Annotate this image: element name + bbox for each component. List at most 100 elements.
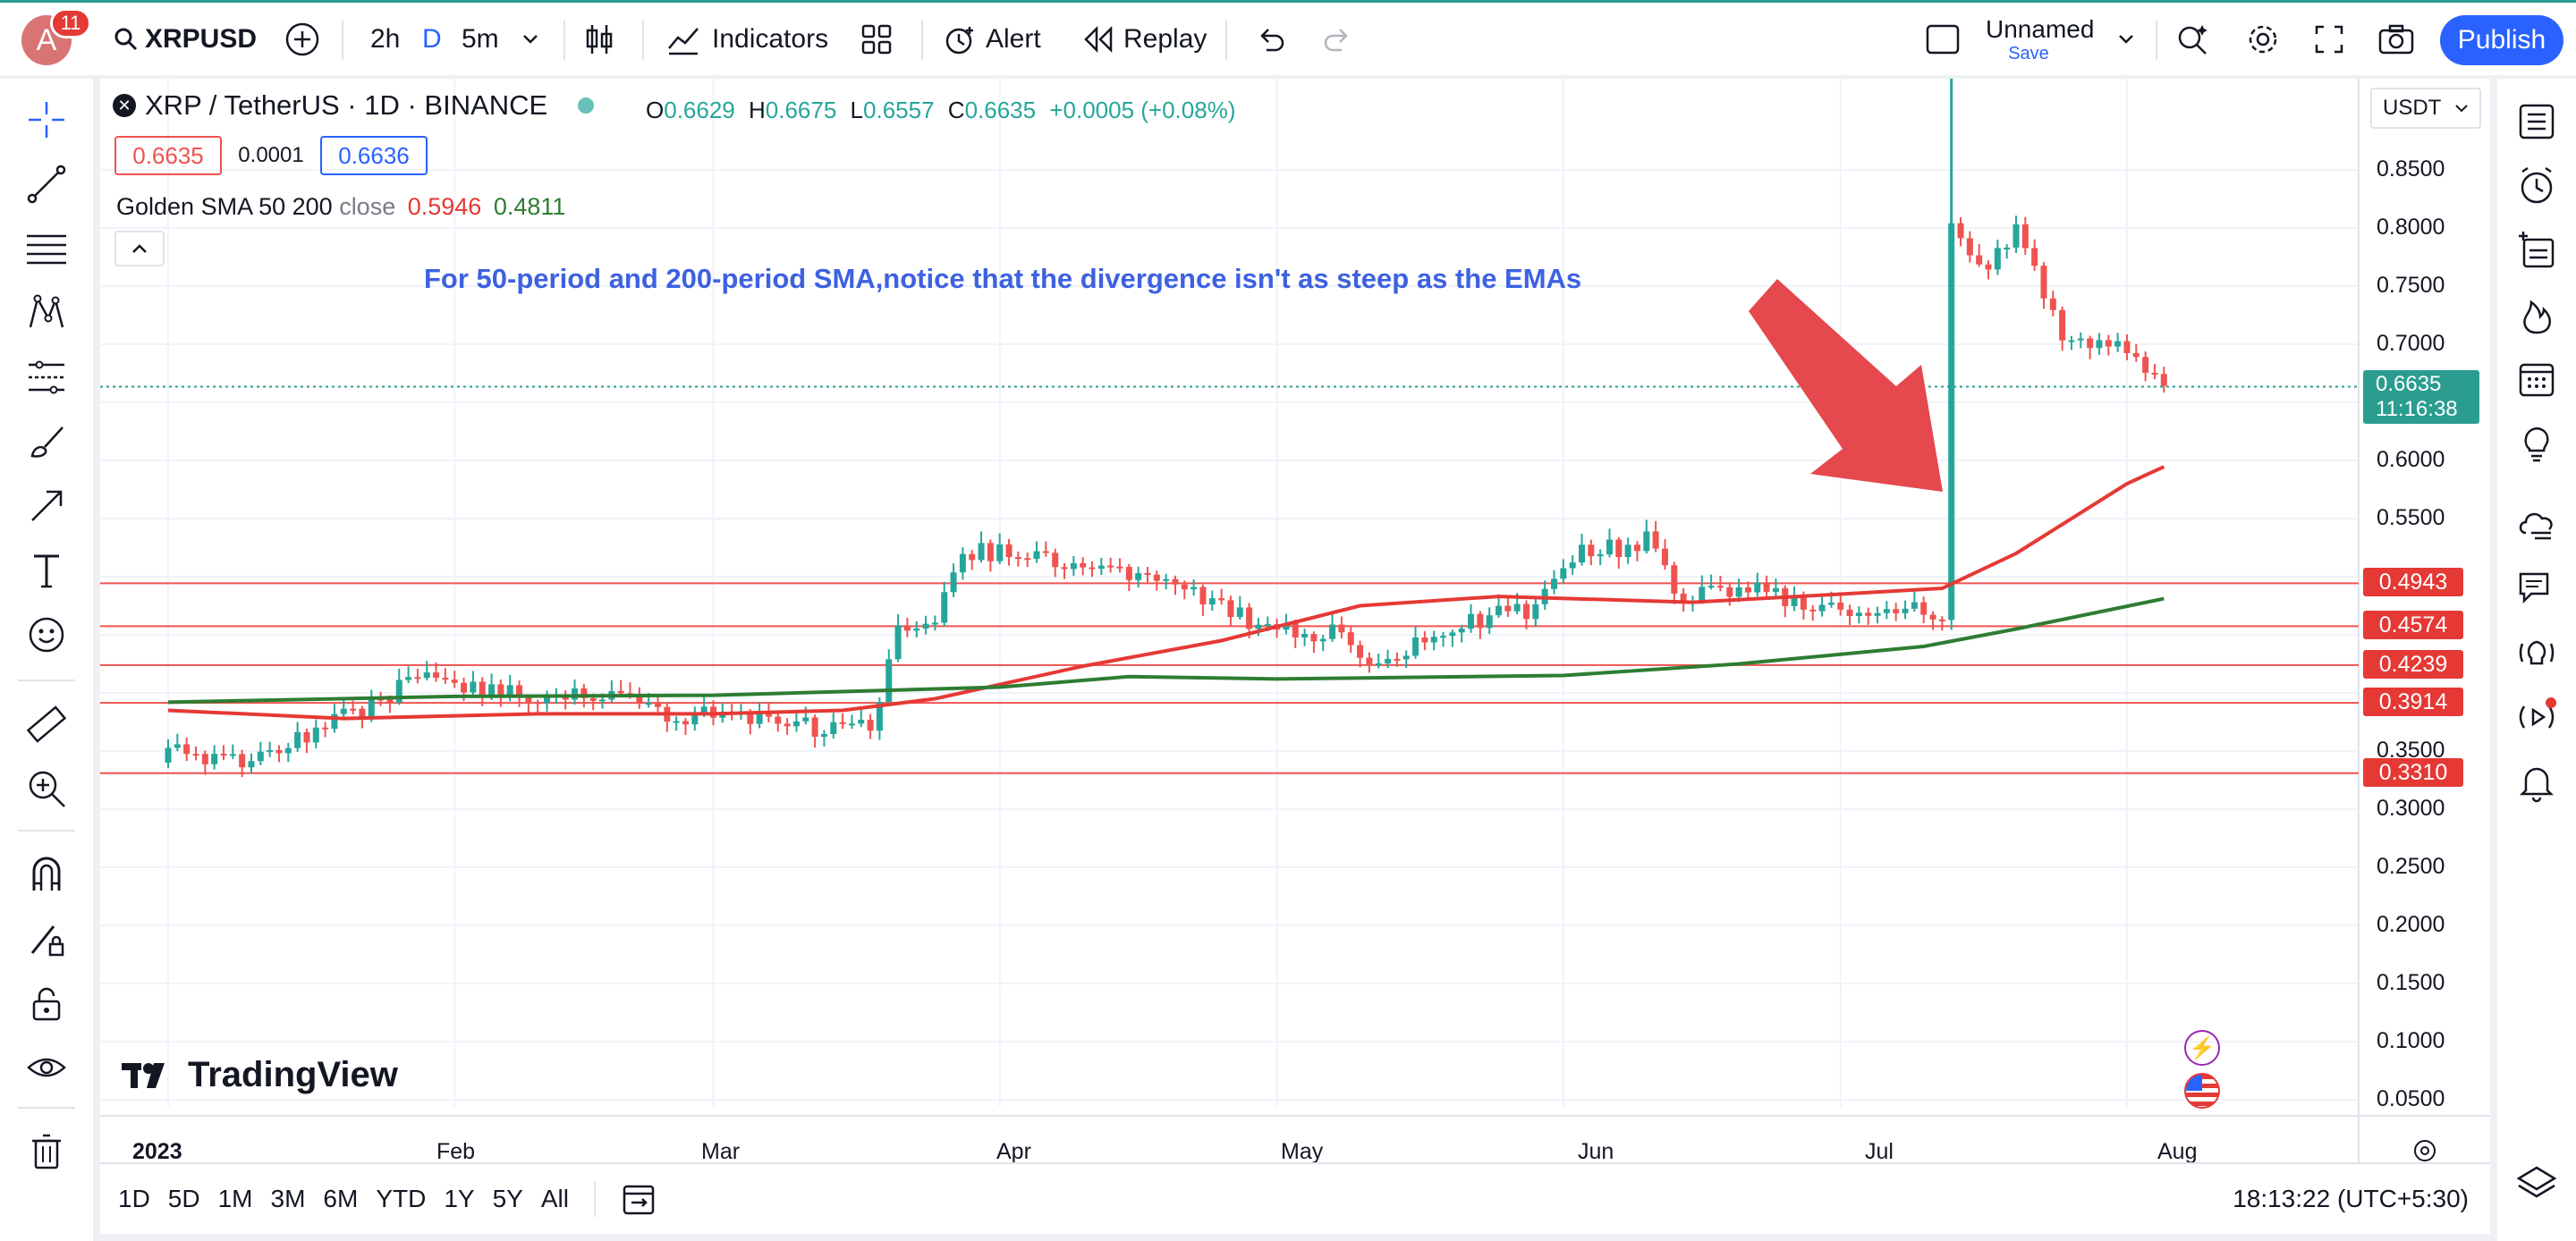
range-1m[interactable]: 1M <box>217 1185 253 1212</box>
live-button[interactable] <box>2510 690 2563 744</box>
magnet-tool[interactable] <box>21 849 72 899</box>
candle-body <box>1496 605 1503 616</box>
redo-button[interactable] <box>1322 2 1354 77</box>
prediction-tool[interactable] <box>21 352 72 402</box>
tradingview-logo[interactable]: TradingView <box>120 1055 398 1095</box>
level-badge[interactable]: 0.4943 <box>2363 568 2463 596</box>
search-icon <box>114 28 138 50</box>
undo-button[interactable] <box>1254 2 1286 77</box>
candle-body <box>1735 587 1742 597</box>
quick-search-button[interactable] <box>2175 2 2211 77</box>
sell-price-button[interactable]: 0.6635 <box>114 136 222 175</box>
crosshair-tool[interactable] <box>21 95 72 145</box>
candle-body <box>1523 604 1530 620</box>
range-1d[interactable]: 1D <box>118 1185 150 1212</box>
symbol-legend[interactable]: ✕ XRP / TetherUS · 1D · BINANCE <box>113 89 595 122</box>
interval-dropdown[interactable] <box>521 2 540 77</box>
chart-panel[interactable]: ✕ XRP / TetherUS · 1D · BINANCE O0.6629 … <box>100 79 2490 1234</box>
us-flag-icon[interactable] <box>2184 1073 2220 1109</box>
clock-display[interactable]: 18:13:22 (UTC+5:30) <box>2233 1185 2469 1212</box>
candle-body <box>1643 531 1650 552</box>
range-5d[interactable]: 5D <box>167 1185 200 1212</box>
candle-body <box>2004 247 2011 249</box>
streams-button[interactable] <box>2510 497 2563 551</box>
trend-line-tool[interactable] <box>21 159 72 209</box>
indicator-legend[interactable]: Golden SMA 50 200 close 0.5946 0.4811 <box>116 193 565 221</box>
brush-tool[interactable] <box>21 417 72 467</box>
interval-2h[interactable]: 2h <box>370 23 401 54</box>
ideas-button[interactable] <box>2510 417 2563 470</box>
broadcast-icon <box>2519 697 2556 729</box>
chart-type-button[interactable] <box>583 2 615 77</box>
pattern-tool[interactable] <box>21 288 72 338</box>
snapshot-button[interactable] <box>2377 2 2415 77</box>
right-sidebar <box>2497 79 2576 1241</box>
layouts-button[interactable] <box>860 2 893 77</box>
zoom-tool[interactable] <box>21 764 72 814</box>
event-lightning-icon[interactable]: ⚡ <box>2184 1030 2220 1066</box>
settings-button[interactable] <box>2245 2 2281 77</box>
level-badge[interactable]: 0.3310 <box>2363 758 2463 787</box>
candle-body <box>1588 545 1595 557</box>
axis-settings-button[interactable] <box>2411 1137 2438 1169</box>
alerts-panel-button[interactable] <box>2510 159 2563 213</box>
candle-body <box>359 708 366 717</box>
publish-button[interactable]: Publish <box>2440 15 2563 65</box>
compare-button[interactable] <box>284 2 320 77</box>
lock-drawing-mode[interactable] <box>21 914 72 964</box>
close-label: C <box>947 97 965 123</box>
candle-body <box>589 697 597 701</box>
low-label: L <box>850 97 864 123</box>
annotation-text[interactable]: For 50-period and 200-period SMA,notice … <box>424 263 1582 294</box>
layers-button[interactable] <box>2510 1155 2563 1209</box>
candle-body <box>2077 338 2084 341</box>
object-tree-button[interactable] <box>2510 224 2563 277</box>
watchlist-button[interactable] <box>2510 95 2563 148</box>
candle-body <box>1597 553 1604 557</box>
range-3m[interactable]: 3M <box>270 1185 306 1212</box>
collapse-legend-button[interactable] <box>114 231 165 266</box>
alert-button[interactable]: Alert <box>941 2 1041 77</box>
candle-body <box>1061 567 1068 570</box>
price-chart[interactable] <box>100 79 2490 1162</box>
hotlists-button[interactable] <box>2510 288 2563 342</box>
emoji-tool[interactable] <box>21 610 72 660</box>
interval-5m[interactable]: 5m <box>462 23 499 54</box>
remove-drawings[interactable] <box>21 1127 72 1177</box>
candle-body <box>2132 352 2140 358</box>
layout-checkbox[interactable] <box>1925 2 1961 77</box>
notifications-button[interactable] <box>2510 755 2563 808</box>
calendar-button[interactable] <box>2510 352 2563 406</box>
date-range-button[interactable] <box>621 1181 657 1217</box>
range-5y[interactable]: 5Y <box>492 1185 523 1212</box>
symbol-search[interactable]: XRPUSD <box>113 2 257 77</box>
currency-select[interactable]: USDT <box>2370 88 2481 129</box>
fullscreen-button[interactable] <box>2313 2 2345 77</box>
range-all[interactable]: All <box>540 1185 569 1212</box>
layout-name[interactable]: Unnamed Save <box>1986 15 2094 64</box>
range-ytd[interactable]: YTD <box>376 1185 427 1212</box>
level-badge[interactable]: 0.3914 <box>2363 688 2463 716</box>
replay-button[interactable]: Replay <box>1082 2 1207 77</box>
level-badge[interactable]: 0.4574 <box>2363 611 2463 639</box>
fib-tool[interactable] <box>21 224 72 274</box>
lock-all-drawings[interactable] <box>21 978 72 1028</box>
chats-button[interactable] <box>2510 561 2563 615</box>
layout-menu-dropdown[interactable] <box>2116 2 2136 77</box>
range-1y[interactable]: 1Y <box>444 1185 475 1212</box>
arrow-tool[interactable] <box>21 481 72 531</box>
interval-d[interactable]: D <box>422 23 442 54</box>
symbol-title: XRP / TetherUS · 1D · BINANCE <box>145 89 548 121</box>
buy-price-button[interactable]: 0.6636 <box>320 136 428 175</box>
range-6m[interactable]: 6M <box>323 1185 359 1212</box>
close-symbol-icon[interactable]: ✕ <box>113 94 136 117</box>
measure-tool[interactable] <box>21 699 72 749</box>
text-tool[interactable] <box>21 545 72 595</box>
level-badge[interactable]: 0.4239 <box>2363 650 2463 679</box>
indicators-button[interactable]: Indicators <box>665 2 828 77</box>
ohlc-values: O0.6629 H0.6675 L0.6557 C0.6635 +0.0005 … <box>646 97 1235 124</box>
brush-icon <box>30 426 64 458</box>
hide-drawings[interactable] <box>21 1043 72 1093</box>
magnet-icon <box>32 857 61 891</box>
tips-button[interactable] <box>2510 626 2563 680</box>
